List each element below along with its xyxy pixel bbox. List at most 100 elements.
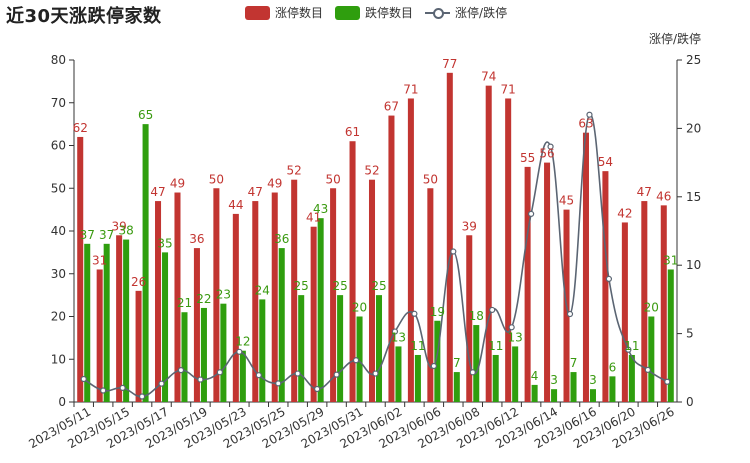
ratio-point [450,248,457,255]
ratio-point [119,384,126,392]
bar-up [485,85,492,403]
legend: 涨停数目 跌停数目 涨停/跌停 [245,4,519,21]
bar-down-value-label: 35 [157,236,172,250]
bar-up [641,201,648,402]
ratio-point [255,372,262,379]
bar-down [667,269,674,402]
ratio-point [469,369,476,376]
y-left-tick-label: 80 [51,53,66,67]
legend-label-down: 跌停数目 [365,6,414,20]
bar-down-value-label: 20 [644,301,659,315]
ratio-point [508,324,515,331]
y-left-tick-label: 30 [51,267,66,281]
ratio-point [294,370,301,377]
bar-down [589,389,596,402]
legend-item-ratio[interactable]: 涨停/跌停 [425,4,507,21]
bar-up-value-label: 47 [248,185,263,199]
y-left-tick-label: 0 [58,395,66,409]
bar-down-value-label: 21 [177,296,192,310]
bar-down-value-label: 38 [118,224,133,238]
ratio-point [664,378,671,385]
bar-down [356,316,363,402]
bar-down-value-label: 11 [410,339,425,353]
bar-down-value-label: 11 [624,339,639,353]
bar-up-value-label: 55 [520,151,535,165]
legend-label-up: 涨停数目 [275,6,324,20]
bar-up-value-label: 42 [617,206,632,220]
bar-up [388,115,395,402]
bar-down-value-label: 23 [216,288,231,302]
bar-up-value-label: 47 [150,185,165,199]
bar-up [96,269,103,402]
ratio-point [566,310,574,318]
ratio-point [644,366,651,373]
ratio-point [275,380,282,387]
ratio-point [605,275,613,282]
bar-down-value-label: 36 [274,232,289,246]
bar-down [628,354,635,402]
bar-down-value-label: 65 [138,108,153,122]
ratio-point [333,371,340,378]
bar-down-value-label: 24 [255,283,270,297]
bar-down-value-label: 11 [488,339,503,353]
y-right-tick-label: 25 [686,53,701,67]
bar-up [330,188,337,402]
y-left-tick-label: 20 [51,310,66,324]
bar-up-value-label: 61 [345,125,360,139]
bar-up-value-label: 67 [384,100,399,114]
ratio-point [528,210,535,217]
bar-down-value-label: 31 [663,253,678,267]
bar-up [116,235,123,402]
y-left-tick-label: 10 [51,352,66,366]
bar-up [193,248,200,402]
bar-up [368,179,376,402]
bar-up-value-label: 26 [131,275,146,289]
bar-up-value-label: 54 [598,155,613,169]
bar-down [200,307,207,402]
bar-up-value-label: 71 [501,82,516,96]
y-right-tick-label: 10 [686,258,701,272]
bar-down-value-label: 25 [294,279,309,293]
bar-up-value-label: 74 [481,70,496,84]
bar-up [310,226,317,402]
bar-down [103,243,110,402]
ratio-point [430,362,437,370]
bar-up-value-label: 52 [364,164,379,178]
bar-down [395,346,402,402]
bar-down [609,376,616,402]
y-right-tick-label: 20 [686,121,701,135]
bar-up [252,201,259,402]
bar-up-value-label: 50 [209,172,224,186]
bar-up [407,98,414,402]
bar-down-value-label: 22 [196,292,211,306]
bar-down [220,303,227,402]
bar-down-value-label: 7 [570,356,578,370]
bar-down [298,295,305,402]
chart-title: 近30天涨跌停家数 [6,6,162,27]
ratio-line [80,111,671,400]
bar-down [531,384,538,402]
bar-down-value-label: 3 [550,373,558,387]
legend-swatch-down [335,5,361,20]
legend-item-up[interactable]: 涨停数目 [245,4,323,21]
bar-down [123,239,130,402]
bar-up [427,188,434,402]
bar-down [337,295,344,402]
bar-down [453,372,460,402]
ratio-point [197,376,204,383]
bar-up-value-label: 62 [73,121,88,135]
bar-up-value-label: 77 [442,57,457,71]
right-axis-name: 涨停/跌停 [649,31,701,46]
legend-item-down[interactable]: 跌停数目 [335,4,413,21]
ratio-point [100,387,107,394]
ratio-point [138,393,146,400]
bar-up [446,72,453,402]
bar-down-value-label: 12 [235,335,250,349]
bar-up [582,132,589,403]
bar-up [621,222,628,402]
bar-up [524,166,531,402]
bar-down-value-label: 25 [332,279,347,293]
y-left-tick-label: 50 [51,181,66,195]
bar-up-value-label: 63 [578,117,593,131]
